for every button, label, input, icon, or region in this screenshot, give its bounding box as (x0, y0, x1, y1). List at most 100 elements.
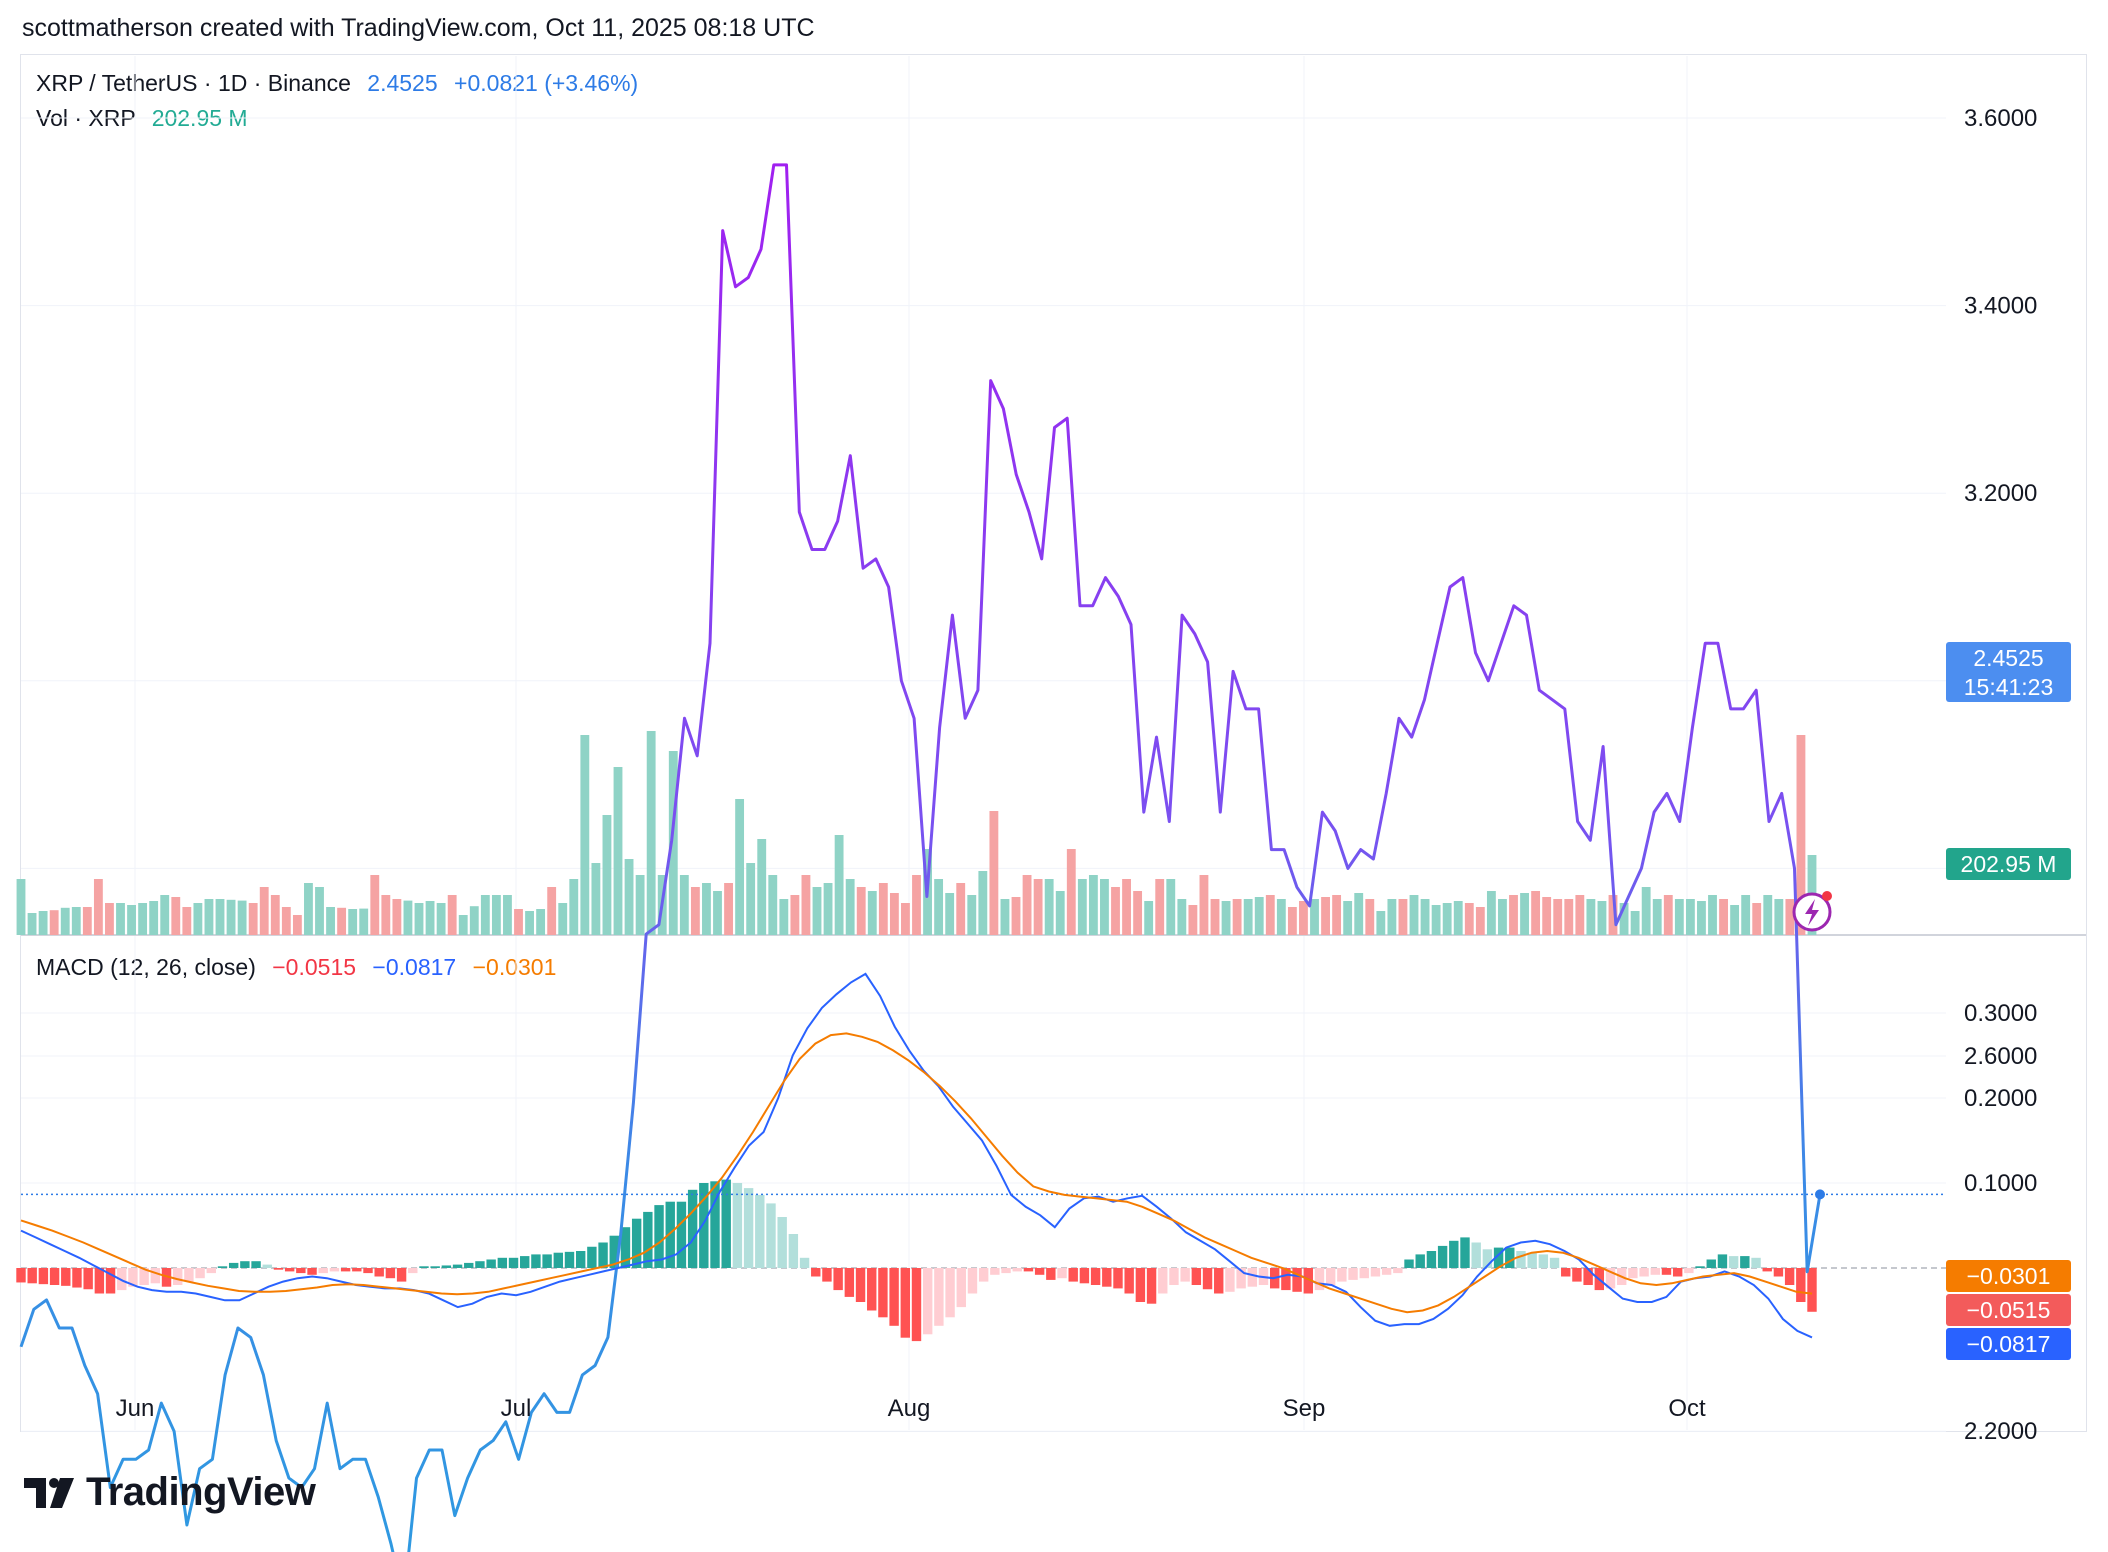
macd-histogram-bar (408, 1268, 418, 1274)
macd-histogram-bar (900, 1268, 911, 1338)
macd-histogram-bar (195, 1268, 205, 1279)
volume-bar (1763, 895, 1773, 935)
macd-histogram-bar (766, 1203, 776, 1268)
macd-histogram-bar (27, 1268, 37, 1284)
macd-histogram-bar (117, 1268, 127, 1291)
volume-bar (160, 895, 170, 935)
macd-histogram-bar (1158, 1268, 1168, 1294)
macd-histogram-bar (1090, 1268, 1101, 1285)
month-tick-label: Jun (116, 1395, 155, 1422)
macd-histogram-bar (945, 1268, 955, 1318)
volume-bar (1586, 899, 1596, 935)
macd-histogram-bar (374, 1268, 384, 1277)
macd-histogram-bar (1460, 1237, 1470, 1268)
volume-bar (93, 879, 103, 935)
macd-tick-label: 0.3000 (1964, 1000, 2037, 1027)
macd-line-value: −0.0817 (372, 954, 457, 980)
tradingview-logo[interactable]: TradingView (24, 1470, 316, 1515)
macd-histogram-bar (72, 1268, 82, 1288)
last-price-tag: 2.4525 15:41:23 (1946, 642, 2071, 702)
volume-bar (270, 895, 280, 935)
volume-bar (1774, 899, 1784, 935)
volume-bar (768, 875, 778, 935)
macd-histogram-bar (967, 1268, 978, 1294)
macd-histogram-bar (217, 1266, 228, 1268)
volume-bar (1442, 903, 1452, 935)
macd-histogram-bar (911, 1268, 922, 1342)
macd-histogram-bar (1359, 1268, 1369, 1279)
macd-histogram-bar (61, 1268, 71, 1286)
volume-bar (735, 799, 745, 935)
volume-bar (237, 900, 247, 935)
volume-bar (1608, 895, 1618, 935)
volume-bar (1210, 899, 1220, 935)
macd-histogram-bar (150, 1268, 161, 1284)
macd-histogram-bar (1706, 1259, 1716, 1268)
macd-histogram-bar (732, 1183, 743, 1268)
tradingview-logo-icon (24, 1477, 74, 1508)
volume-bar (326, 907, 335, 935)
volume-bar (1619, 903, 1629, 935)
volume-bar (801, 875, 811, 935)
last-price-tag-value: 2.4525 (1973, 645, 2044, 671)
macd-histogram-bar (1773, 1268, 1784, 1277)
macd-histogram-bar (240, 1261, 250, 1268)
macd-histogram-bar (1314, 1268, 1325, 1291)
macd-histogram-bar (273, 1268, 284, 1270)
macd-histogram-bar (777, 1217, 787, 1268)
volume-bar (60, 907, 70, 935)
volume-bar (945, 893, 955, 935)
volume-bar (569, 879, 579, 935)
macd-signal-value: −0.0301 (472, 954, 557, 980)
volume-bar (668, 751, 678, 935)
macd-histogram-bar (1034, 1268, 1045, 1275)
macd-histogram-bar (1236, 1268, 1246, 1289)
signal-line (20, 1032, 1813, 1314)
macd-histogram-bar (1605, 1268, 1616, 1289)
volume-bar (1464, 903, 1474, 935)
macd-histogram-bar (665, 1201, 675, 1268)
macd-histogram-bar (1370, 1268, 1381, 1277)
macd-histogram-bar (1650, 1268, 1660, 1275)
macd-histogram-bar (161, 1268, 172, 1287)
volume-bar (591, 863, 601, 935)
volume-bar (16, 879, 26, 935)
volume-bar (823, 883, 833, 935)
volume-bar (370, 875, 380, 935)
volume-bar (38, 911, 48, 935)
volume-bar (613, 767, 623, 935)
volume-bar (425, 901, 435, 935)
macd-histogram-bar (788, 1234, 799, 1268)
volume-bar (1088, 875, 1098, 935)
volume-bar (1254, 897, 1264, 935)
macd-histogram-bar (38, 1268, 49, 1285)
volume-bar (138, 903, 148, 935)
volume-bar (1564, 899, 1574, 935)
volume-bar (1299, 901, 1308, 935)
volume-bar (193, 903, 203, 935)
macd-histogram-bar (173, 1268, 183, 1285)
macd-line (20, 972, 1813, 1339)
symbol-name[interactable]: XRP / TetherUS · 1D · Binance (36, 70, 351, 96)
volume-bar (878, 883, 888, 935)
macd-histogram-bar (1583, 1268, 1593, 1285)
macd-histogram-bar (743, 1188, 754, 1268)
macd-histogram-bar (452, 1264, 463, 1268)
macd-histogram-bar (654, 1205, 664, 1268)
macd-histogram-bar (1572, 1268, 1582, 1282)
macd-histogram-bar (531, 1254, 541, 1268)
macd-histogram-bar (262, 1264, 272, 1268)
volume-bar (403, 900, 413, 935)
macd-histogram-bar (1784, 1268, 1795, 1285)
macd-tick-label: 0.1000 (1964, 1170, 2037, 1197)
volume-bar (1785, 899, 1795, 935)
volume-bar (1011, 897, 1021, 935)
volume-bar (1044, 879, 1054, 935)
macd-histogram-bar (228, 1262, 239, 1268)
macd-label[interactable]: MACD (12, 26, close) (36, 954, 256, 980)
volume-bar (1199, 875, 1209, 935)
volume-bar (757, 839, 767, 935)
macd-histogram-bar (1672, 1268, 1683, 1277)
volume-bar (292, 915, 302, 935)
